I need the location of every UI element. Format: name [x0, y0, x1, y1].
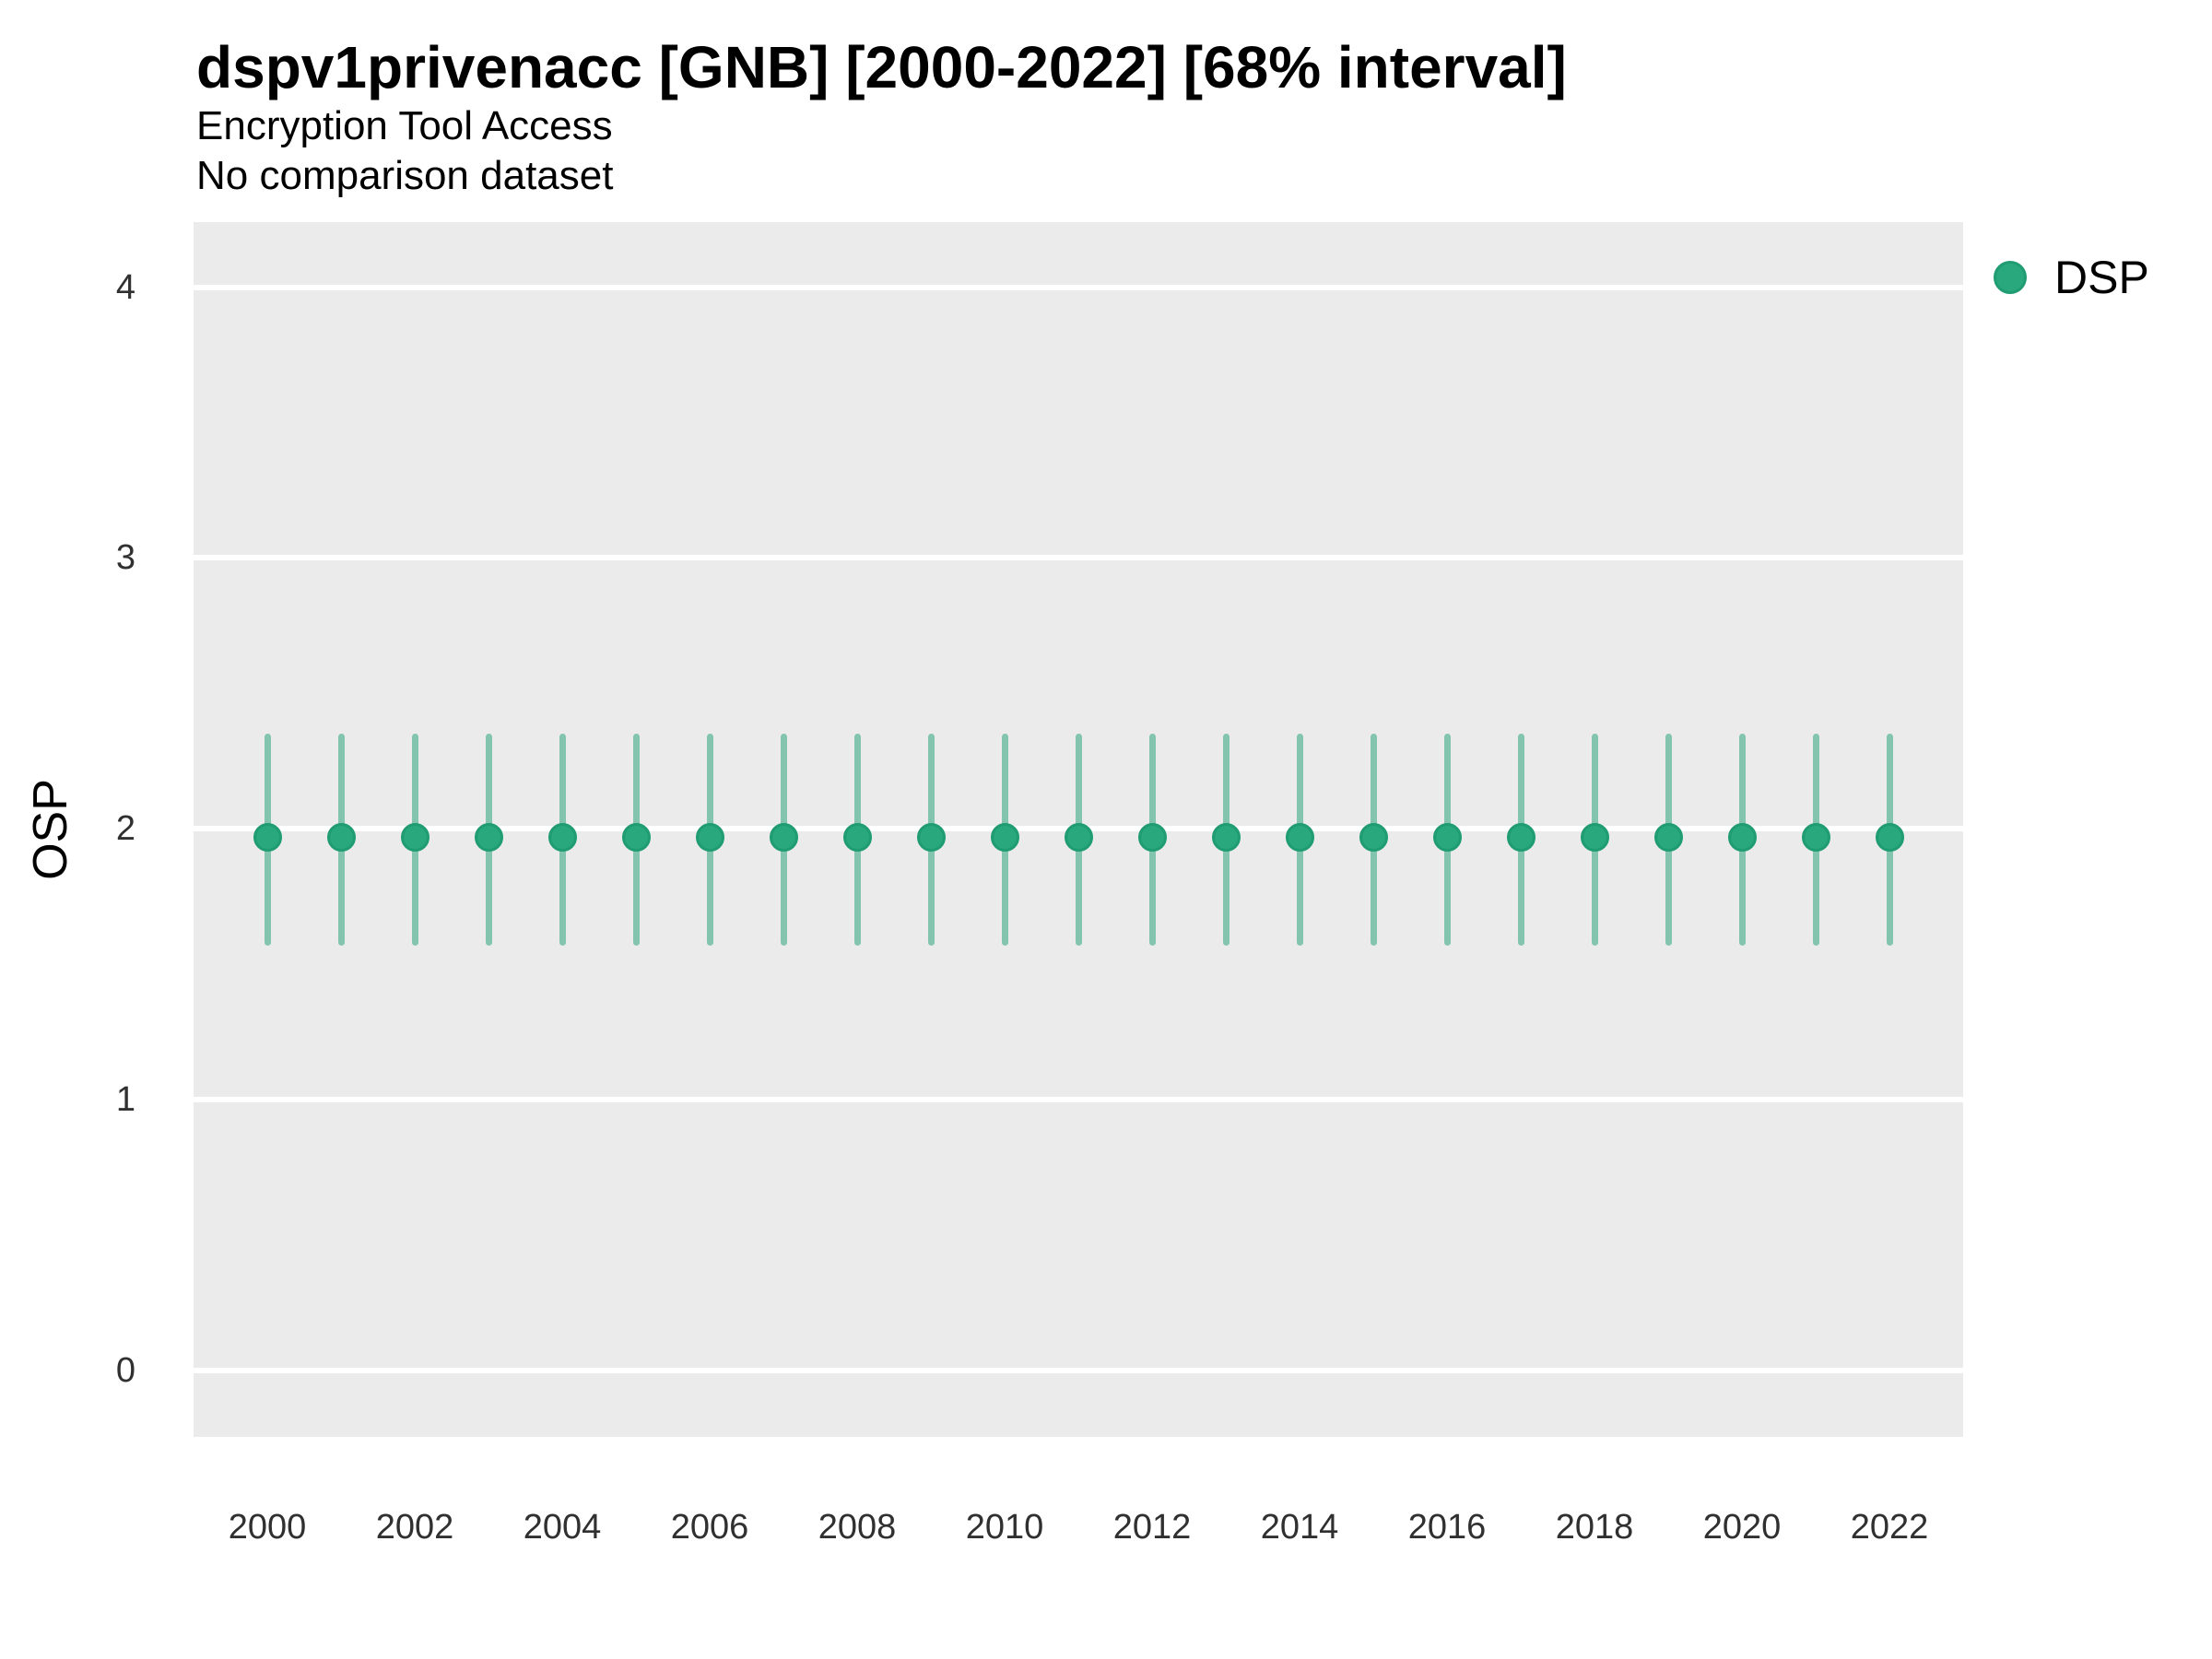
y-tick-label: 4: [115, 267, 135, 307]
chart-note: No comparison dataset: [196, 153, 614, 198]
gridline: [194, 1097, 1963, 1103]
data-point: [916, 822, 946, 852]
x-tick-label: 2020: [1702, 1508, 1782, 1547]
data-point: [1285, 822, 1314, 852]
data-point: [1875, 822, 1904, 852]
data-point: [695, 822, 724, 852]
data-point: [1064, 822, 1093, 852]
data-point: [769, 822, 798, 852]
x-tick-label: 2012: [1112, 1508, 1192, 1547]
plot-panel: [194, 222, 1963, 1437]
x-tick-label: 2006: [670, 1508, 749, 1547]
data-point: [990, 822, 1019, 852]
data-point: [1137, 822, 1167, 852]
x-tick-label: 2018: [1555, 1508, 1634, 1547]
x-tick-label: 2022: [1850, 1508, 1929, 1547]
x-tick-label: 2004: [523, 1508, 602, 1547]
gridline: [194, 284, 1963, 290]
data-point: [842, 822, 872, 852]
x-tick-label: 2016: [1407, 1508, 1487, 1547]
data-point: [326, 822, 356, 852]
data-point: [1653, 822, 1683, 852]
data-point: [400, 822, 429, 852]
legend-label: DSP: [2054, 252, 2149, 303]
gridline: [194, 555, 1963, 561]
chart-title: dspv1privenacc [GNB] [2000-2022] [68% in…: [196, 34, 1567, 100]
data-point: [547, 822, 577, 852]
data-point: [1506, 822, 1535, 852]
x-tick-label: 2008: [818, 1508, 897, 1547]
y-tick-label: 1: [115, 1080, 135, 1120]
gridline: [194, 1368, 1963, 1373]
y-tick-label: 3: [115, 538, 135, 578]
data-point: [1580, 822, 1609, 852]
legend-point-icon: [1994, 261, 2027, 294]
data-point: [474, 822, 503, 852]
data-point: [1359, 822, 1388, 852]
x-tick-label: 2014: [1260, 1508, 1339, 1547]
x-tick-label: 2002: [375, 1508, 454, 1547]
data-point: [253, 822, 282, 852]
y-tick-label: 0: [115, 1351, 135, 1390]
data-point: [1432, 822, 1462, 852]
y-tick-label: 2: [115, 809, 135, 849]
data-point: [1727, 822, 1757, 852]
data-point: [1211, 822, 1241, 852]
data-point: [621, 822, 651, 852]
legend: DSP: [1994, 251, 2149, 304]
x-tick-label: 2000: [228, 1508, 307, 1547]
data-point: [1801, 822, 1830, 852]
chart-subtitle: Encryption Tool Access: [196, 103, 613, 148]
x-tick-label: 2010: [965, 1508, 1044, 1547]
